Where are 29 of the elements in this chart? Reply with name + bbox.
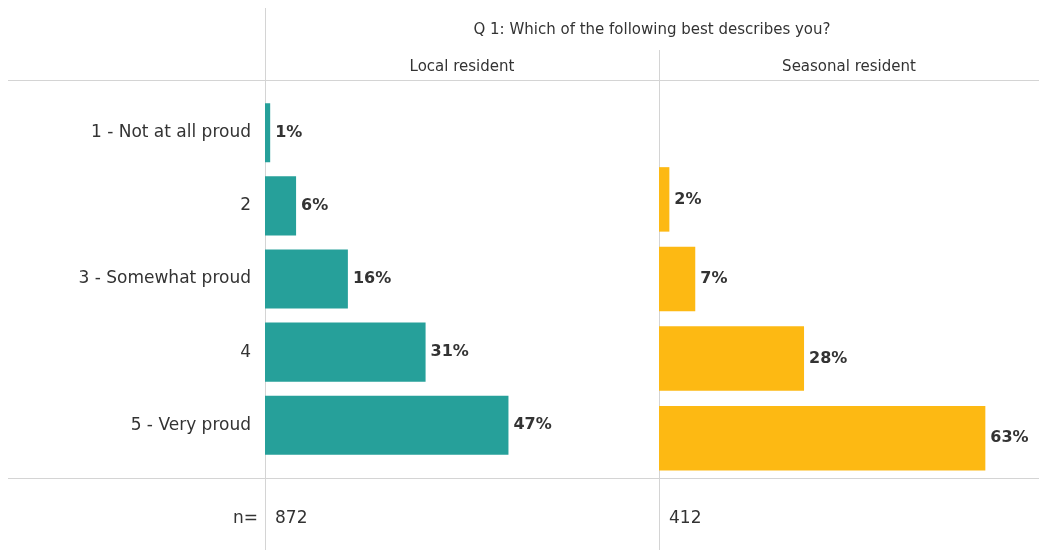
y-tick-label: 2: [240, 194, 251, 215]
y-tick-label: 3 - Somewhat proud: [78, 267, 251, 288]
data-label: 28%: [809, 347, 848, 367]
bar: [265, 249, 348, 309]
data-label: 6%: [301, 195, 329, 215]
bar: [265, 103, 271, 163]
text: 872: [275, 507, 308, 527]
y-tick-label: 1 - Not at all proud: [90, 121, 251, 142]
text: Q 1: Which of the following best describes you?: [472, 20, 832, 38]
text: 412: [669, 507, 702, 527]
data-label: 63%: [990, 427, 1029, 447]
bar: [265, 322, 426, 382]
chart-subtitle: Seasonal resident: [781, 57, 917, 75]
bar: [265, 395, 509, 455]
bar: [659, 326, 805, 391]
data-label: 7%: [700, 268, 728, 288]
text: n=: [232, 507, 258, 527]
bar: [265, 176, 297, 236]
bar: [659, 246, 696, 312]
data-label: 1%: [275, 121, 303, 141]
bar: [659, 167, 670, 232]
chart-subtitle: Local resident: [408, 57, 516, 75]
data-label: 31%: [430, 341, 469, 361]
y-tick-label: 5 - Very proud: [130, 413, 251, 434]
data-label: 47%: [513, 414, 552, 434]
data-label: 2%: [674, 188, 702, 208]
y-tick-label: 4: [240, 340, 251, 361]
bar: [659, 405, 986, 471]
data-label: 16%: [352, 268, 392, 288]
